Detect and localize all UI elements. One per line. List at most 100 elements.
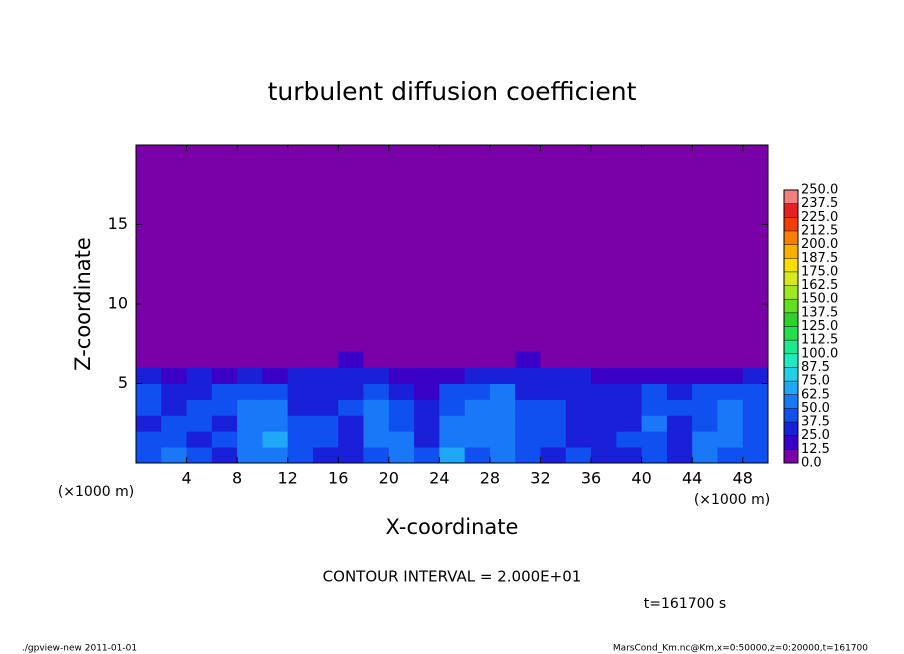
field-cell xyxy=(540,447,567,464)
field-cell xyxy=(464,415,491,432)
field-cell xyxy=(666,415,693,432)
field-cell xyxy=(287,431,314,448)
colorbar-label: 50.0 xyxy=(801,401,830,416)
field-cell xyxy=(363,351,390,369)
field-cell xyxy=(641,383,668,400)
colorbar-bin xyxy=(784,435,798,450)
field-cell xyxy=(515,383,541,400)
field-cell xyxy=(591,415,617,432)
field-cell xyxy=(262,415,289,432)
x-tick-label: 48 xyxy=(733,469,753,488)
field-cell xyxy=(312,367,339,384)
field-cell xyxy=(211,367,238,384)
field-cell xyxy=(161,431,188,448)
field-cell xyxy=(591,383,617,400)
colorbar-label: 75.0 xyxy=(801,374,830,389)
colorbar-label: 225.0 xyxy=(801,210,838,225)
field-cell xyxy=(540,351,567,369)
field-cell xyxy=(312,399,339,416)
field-cell xyxy=(161,447,188,464)
x-tick-label: 12 xyxy=(278,469,298,488)
field-cell xyxy=(464,367,491,384)
field-cell xyxy=(363,399,390,416)
field-cell xyxy=(717,367,744,384)
field-cell xyxy=(363,383,390,400)
y-tick-label: 15 xyxy=(108,214,128,233)
field-cell xyxy=(591,431,617,448)
field-cell xyxy=(540,367,567,384)
field-cell xyxy=(515,367,541,384)
field-cell xyxy=(312,383,339,400)
field-cell xyxy=(338,367,365,384)
field-cell xyxy=(287,447,314,464)
field-cell xyxy=(136,367,162,384)
field-cell xyxy=(666,431,693,448)
field-cell xyxy=(464,399,491,416)
colorbar-label: 125.0 xyxy=(801,319,838,334)
field-cell xyxy=(692,447,718,464)
field-cell xyxy=(515,447,541,464)
field-cell xyxy=(211,351,238,369)
field-cell xyxy=(616,447,643,464)
field-cell xyxy=(464,351,491,369)
x-tick-label: 36 xyxy=(581,469,601,488)
field-cell xyxy=(439,415,466,432)
field-cell xyxy=(742,447,769,464)
field-cell xyxy=(489,367,516,384)
field-cell xyxy=(287,415,314,432)
field-cell xyxy=(287,399,314,416)
field-cell xyxy=(363,431,390,448)
field-cell xyxy=(211,399,238,416)
colorbar-bin xyxy=(784,285,798,300)
field-cell xyxy=(565,399,592,416)
colorbar-label: 237.5 xyxy=(801,196,838,211)
colorbar-label: 112.5 xyxy=(801,333,838,348)
field-cell xyxy=(540,431,567,448)
field-cell xyxy=(262,447,289,464)
field-cell xyxy=(262,431,289,448)
field-cell xyxy=(161,399,188,416)
field-cell xyxy=(692,399,718,416)
field-cell xyxy=(591,351,617,369)
field-cell xyxy=(136,383,162,400)
field-cell xyxy=(363,367,390,384)
field-cell xyxy=(616,431,643,448)
x-tick-label: 32 xyxy=(530,469,550,488)
colorbar-bin xyxy=(784,299,798,313)
field-cell xyxy=(237,399,263,416)
annotation: CONTOUR INTERVAL = 2.000E+01 xyxy=(323,568,582,586)
field-cell xyxy=(338,383,365,400)
x-axis-unit: (×1000 m) xyxy=(694,492,770,508)
field-cell xyxy=(565,447,592,464)
field-cell xyxy=(388,415,415,432)
field-cell xyxy=(591,399,617,416)
x-tick-label: 20 xyxy=(379,469,399,488)
field-cell xyxy=(414,415,440,432)
field-cell xyxy=(312,431,339,448)
colorbar-label: 150.0 xyxy=(801,292,838,307)
colorbar-label: 200.0 xyxy=(801,237,838,252)
field-cell xyxy=(338,431,365,448)
field-cell xyxy=(616,383,643,400)
field-cell xyxy=(388,367,415,384)
field-cell xyxy=(515,399,541,416)
field-cell xyxy=(666,383,693,400)
field-cell xyxy=(136,351,162,369)
field-cell xyxy=(489,399,516,416)
field-cell xyxy=(186,383,213,400)
field-cell xyxy=(515,431,541,448)
y-tick-label: 10 xyxy=(108,294,128,313)
field-cell xyxy=(211,415,238,432)
field-cell xyxy=(237,383,263,400)
x-tick-label: 40 xyxy=(631,469,651,488)
colorbar-bin xyxy=(784,340,798,354)
footer-right: MarsCond_Km.nc@Km,x=0:50000,z=0:20000,t=… xyxy=(613,644,868,654)
field-cell xyxy=(136,415,162,432)
field-cell xyxy=(363,415,390,432)
field-cell xyxy=(262,351,289,369)
field-cell xyxy=(692,383,718,400)
field-cell xyxy=(616,415,643,432)
field-cell xyxy=(489,447,516,464)
colorbar-bin xyxy=(784,408,798,423)
